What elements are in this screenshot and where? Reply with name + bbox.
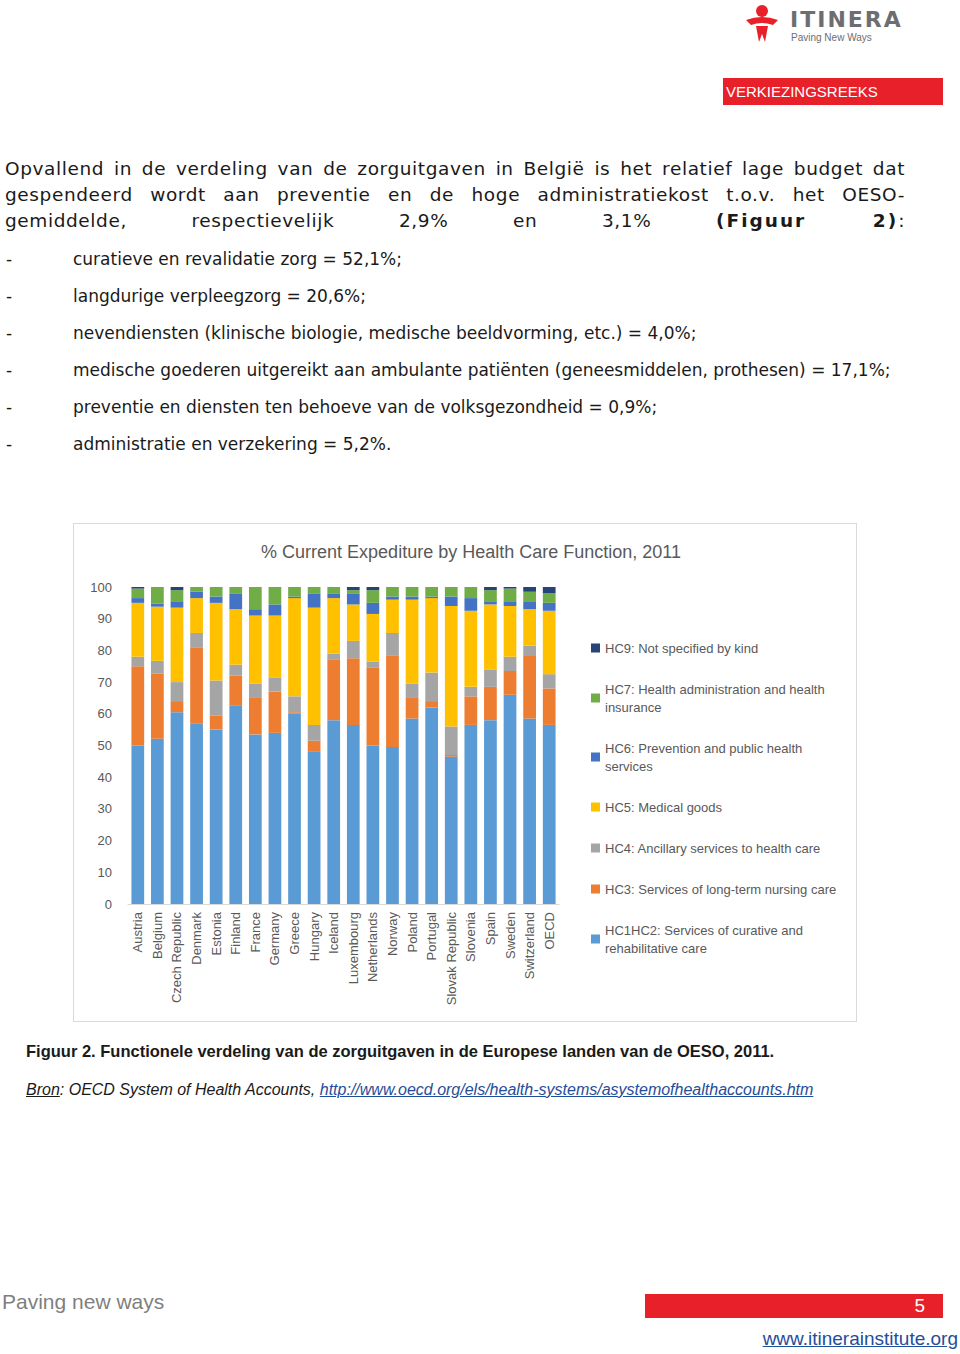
svg-text:France: France <box>248 912 263 952</box>
svg-text:Switzerland: Switzerland <box>522 912 537 979</box>
svg-text:Germany: Germany <box>267 912 282 966</box>
html-text:Figuur 2. Functionele verdelin: Figuur 2. Functionele verdeling van de z… <box>26 1042 775 1060</box>
svg-text:HC7: Health administration and: HC7: Health administration and health <box>605 682 828 697</box>
svg-text:50: 50 <box>98 738 112 753</box>
html-text:curatieve en revalidatie zorg: curatieve en revalidatie zorg = 52,1%; <box>73 249 402 269</box>
svg-text:Spain: Spain <box>483 912 498 945</box>
svg-text:Finland: Finland <box>228 912 243 955</box>
svg-text:Netherlands: Netherlands <box>365 912 380 983</box>
html-text:medische goederen uitgereikt a: medische goederen uitgereikt aan ambulan… <box>73 360 891 380</box>
svg-text:Czech Republic: Czech Republic <box>169 912 184 1004</box>
svg-text:HC3: Services of long-term nur: HC3: Services of long-term nursing care <box>605 882 836 897</box>
svg-text:Norway: Norway <box>385 912 400 957</box>
svg-text:60: 60 <box>98 706 112 721</box>
svg-text:Poland: Poland <box>405 912 420 952</box>
svg-text:Denmark: Denmark <box>189 912 204 965</box>
html-text:Paving new ways: Paving new ways <box>2 1290 165 1313</box>
svg-text:90: 90 <box>98 611 112 626</box>
html-text:VERKIEZINGSREEKS: VERKIEZINGSREEKS <box>726 83 878 100</box>
svg-text:Belgium: Belgium <box>150 912 165 959</box>
svg-text:Portugal: Portugal <box>424 912 439 961</box>
html-text:langdurige verpleegzorg = 20,6: langdurige verpleegzorg = 20,6%; <box>73 286 366 306</box>
svg-text:services: services <box>605 759 653 774</box>
html-text:5: 5 <box>914 1295 925 1316</box>
html-text:preventie en diensten ten beho: preventie en diensten ten behoeve van de… <box>73 397 658 417</box>
svg-text:Iceland: Iceland <box>326 912 341 954</box>
html-text:Bron: OECD System of Health Ac: Bron: OECD System of Health Accounts, ht… <box>26 1081 814 1098</box>
svg-text:rehabilitative care: rehabilitative care <box>605 941 707 956</box>
svg-text:10: 10 <box>98 865 112 880</box>
svg-text:Slovak Republic: Slovak Republic <box>444 912 459 1006</box>
svg-text:30: 30 <box>98 801 112 816</box>
html-text:Opvallend in de verdeling van: Opvallend in de verdeling van de zorguit… <box>5 158 905 231</box>
svg-text:HC5: Medical goods: HC5: Medical goods <box>605 800 723 815</box>
svg-text:Slovenia: Slovenia <box>463 911 478 962</box>
svg-text:HC9: Not specified by kind: HC9: Not specified by kind <box>605 641 758 656</box>
svg-text:HC6: Prevention and public hea: HC6: Prevention and public health <box>605 741 806 756</box>
svg-text:70: 70 <box>98 675 112 690</box>
svg-text:insurance: insurance <box>605 700 661 715</box>
svg-text:Austria: Austria <box>130 911 145 952</box>
svg-text:20: 20 <box>98 833 112 848</box>
svg-text:Paving New Ways: Paving New Ways <box>791 32 872 43</box>
html-text:www.itinerainstitute.org: www.itinerainstitute.org <box>762 1328 958 1349</box>
svg-text:80: 80 <box>98 643 112 658</box>
svg-text:40: 40 <box>98 770 112 785</box>
svg-text:HC4: Ancillary services to hea: HC4: Ancillary services to health care <box>605 841 820 856</box>
svg-text:Greece: Greece <box>287 912 302 955</box>
html-text:nevendiensten (klinische biolo: nevendiensten (klinische biologie, medis… <box>73 323 697 343</box>
svg-text:100: 100 <box>90 580 112 595</box>
svg-text:OECD: OECD <box>542 912 557 950</box>
svg-text:Luxembourg: Luxembourg <box>346 912 361 984</box>
svg-text:Sweden: Sweden <box>503 912 518 959</box>
svg-text:0: 0 <box>105 897 112 912</box>
svg-text:Hungary: Hungary <box>307 912 322 962</box>
svg-text:Estonia: Estonia <box>209 911 224 955</box>
svg-text:% Current Expediture by Health: % Current Expediture by Health Care Func… <box>261 542 681 562</box>
svg-text:HC1HC2: Services of curative a: HC1HC2: Services of curative and <box>605 923 807 938</box>
html-text:administratie en verzekering =: administratie en verzekering = 5,2%. <box>73 434 392 454</box>
svg-text:ITINERA: ITINERA <box>790 7 903 32</box>
